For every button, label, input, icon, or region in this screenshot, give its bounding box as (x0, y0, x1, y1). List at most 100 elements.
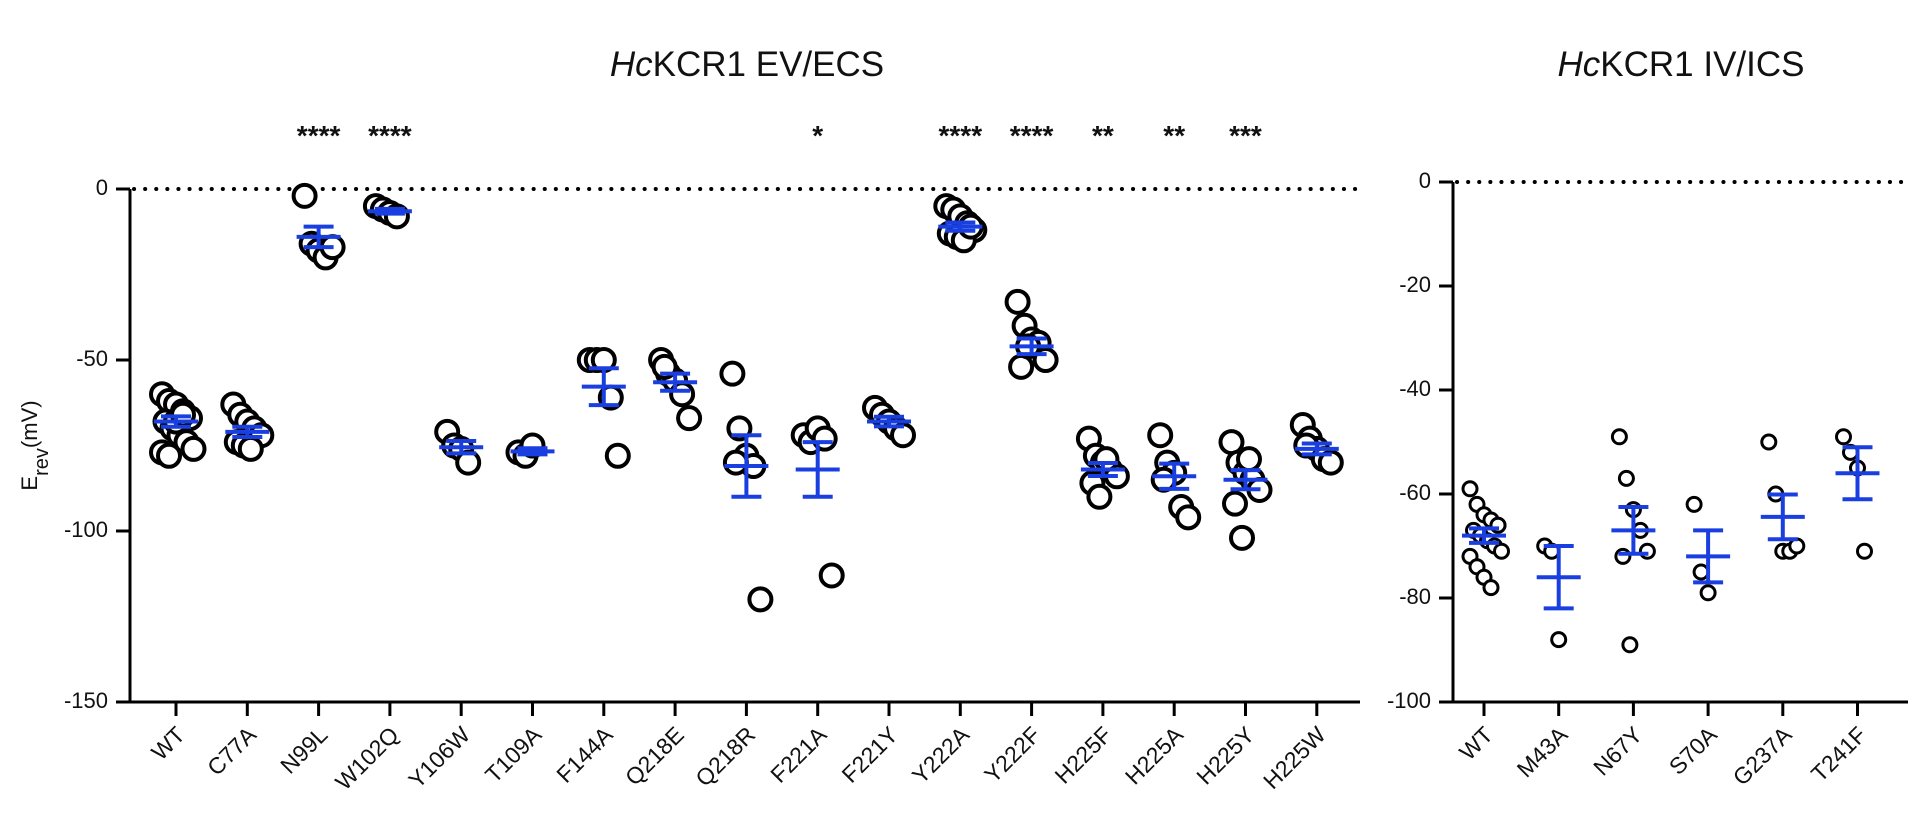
data-point (1317, 449, 1344, 476)
x-tick-label: H225W (1258, 721, 1331, 794)
x-tick-label: Q218R (690, 721, 760, 791)
mean-sem (225, 424, 270, 439)
data-point (1175, 504, 1202, 531)
y-axis-label: Erev(mV) (17, 400, 53, 490)
data-point (180, 435, 207, 462)
mean-sem (296, 224, 341, 250)
x-tick-label: N99L (275, 721, 332, 778)
data-point (291, 182, 318, 209)
y-tick-label: -60 (1399, 480, 1431, 505)
mean-sem (1462, 526, 1506, 545)
x-tick-label: N67Y (1588, 721, 1647, 780)
x-tick-label: Y222F (979, 721, 1045, 787)
mean-sem (1760, 492, 1805, 542)
mean-sem (1686, 528, 1731, 585)
y-tick-label: -40 (1399, 376, 1431, 401)
data-point (747, 586, 774, 613)
data-point (1621, 636, 1639, 654)
x-tick-label: H225F (1050, 721, 1117, 788)
y-tick-label: -20 (1399, 272, 1431, 297)
mean-sem (581, 366, 626, 408)
y-label-run: E (17, 476, 42, 491)
mean-sem (510, 446, 555, 457)
y-tick-label: -100 (64, 517, 108, 542)
data-point (1856, 542, 1873, 560)
data-point (890, 422, 916, 449)
x-tick-label: S70A (1664, 721, 1723, 780)
mean-sem (1152, 461, 1197, 491)
data-point (1222, 490, 1248, 517)
data-point (722, 449, 749, 476)
mean-sem (795, 440, 840, 499)
mean-sem (724, 433, 769, 499)
chart-title: HcKCR1 EV/ECS (610, 45, 884, 84)
x-tick-label: Y222A (907, 721, 975, 789)
title-run: Hc (1557, 45, 1600, 84)
data-point (1835, 428, 1852, 446)
mean-sem (938, 220, 983, 233)
data-point (1093, 446, 1120, 473)
x-tick-label: G237A (1728, 721, 1797, 790)
y-tick-label: 0 (1419, 168, 1431, 193)
x-tick-label: H225A (1120, 721, 1189, 790)
significance: * (812, 120, 823, 151)
data-point (1638, 542, 1656, 560)
y-tick-label: 0 (96, 175, 108, 200)
mean-sem (1009, 336, 1054, 357)
data-point (1004, 288, 1031, 315)
x-tick-label: F144A (551, 721, 618, 788)
mean-sem (1223, 468, 1268, 492)
chart-title: HcKCR1 IV/ICS (1557, 45, 1804, 84)
data-point (1699, 584, 1717, 602)
data-point (237, 435, 264, 462)
significance: **** (368, 120, 412, 151)
x-tick-label: F221A (765, 721, 832, 788)
x-tick-label: W102Q (330, 721, 404, 795)
y-label-run: rev (31, 448, 53, 476)
significance: **** (939, 120, 983, 151)
y-tick-label: -100 (1387, 688, 1431, 713)
data-point (1617, 469, 1635, 487)
mean-sem (1835, 445, 1880, 502)
x-tick-label: F221Y (837, 721, 903, 787)
mean-sem (1080, 460, 1125, 478)
x-tick-label: C77A (202, 721, 262, 781)
data-point (1760, 433, 1778, 451)
y-tick-label: -80 (1399, 584, 1431, 609)
x-tick-label: WT (1454, 721, 1498, 765)
mean-sem (867, 414, 911, 429)
data-point (1550, 631, 1568, 649)
data-point (1461, 480, 1479, 498)
data-point (719, 360, 746, 387)
mean-sem (367, 206, 412, 216)
data-point (156, 442, 182, 469)
mean-sem (1611, 505, 1656, 556)
data-point (1685, 495, 1703, 513)
mean-sem (154, 414, 198, 429)
data-point (818, 562, 845, 589)
y-tick-label: -150 (64, 688, 108, 713)
data-point (1086, 483, 1113, 510)
data-point (1692, 563, 1710, 581)
title-run: KCR1 EV/ECS (653, 45, 884, 84)
y-tick-label: -50 (76, 346, 108, 371)
significance: *** (1229, 120, 1262, 151)
title-run: Hc (610, 45, 653, 84)
significance: ** (1163, 120, 1185, 151)
x-tick-label: H225Y (1191, 721, 1259, 789)
significance: ** (1092, 120, 1114, 151)
data-point (604, 442, 631, 469)
data-point (1229, 524, 1255, 551)
x-tick-label: M43A (1512, 721, 1573, 782)
data-point (1610, 428, 1628, 446)
data-point (1482, 579, 1500, 597)
data-point (676, 405, 703, 432)
data-point (1147, 422, 1174, 449)
x-tick-label: WT (146, 721, 190, 765)
x-tick-label: T241F (1806, 721, 1871, 786)
data-point (1493, 542, 1510, 560)
x-tick-label: Y106W (403, 721, 475, 793)
x-tick-label: T109A (480, 721, 547, 788)
